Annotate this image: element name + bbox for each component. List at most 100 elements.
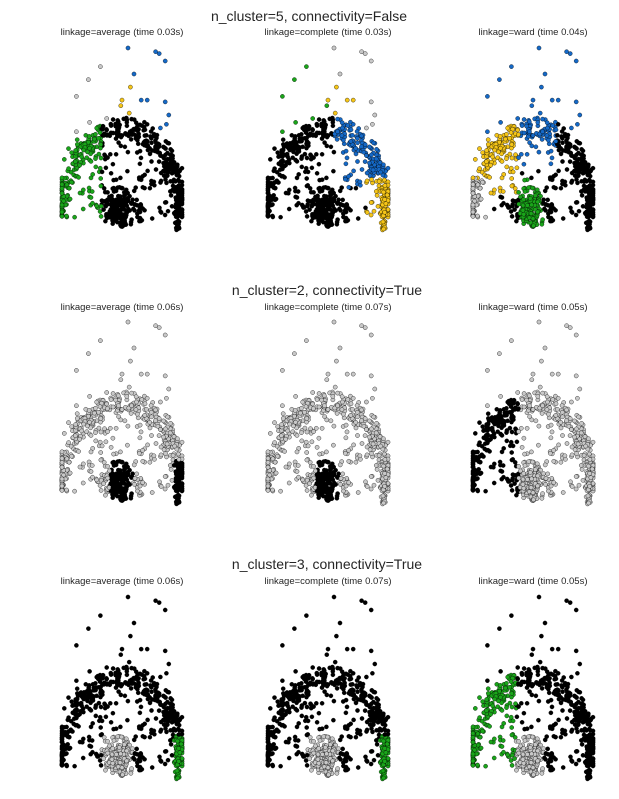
scatter-point-green (97, 130, 103, 135)
scatter-point-green (88, 195, 94, 200)
scatter-point-black (282, 175, 287, 180)
scatter-point-gray (335, 403, 340, 408)
scatter-point-yellow (504, 164, 510, 170)
scatter-point-black (175, 226, 180, 232)
scatter-point-black (124, 209, 129, 215)
scatter-point-green (293, 120, 298, 125)
scatter-point-black (162, 200, 168, 205)
scatter-point-gray (543, 482, 548, 487)
scatter-point-gray (293, 394, 298, 399)
scatter-point-blue (540, 116, 545, 122)
scatter-point-green (59, 175, 65, 181)
scatter-point-black (175, 463, 180, 469)
scatter-point-gray (325, 371, 331, 377)
scatter-point-black (133, 120, 139, 125)
scatter-point-black (579, 193, 585, 198)
scatter-point-black (140, 185, 146, 190)
scatter-point-yellow (368, 200, 374, 205)
scatter-point-gray (569, 452, 575, 458)
scatter-point-green (98, 183, 104, 189)
scatter-point-black (165, 140, 170, 146)
scatter-point-black (265, 209, 271, 215)
scatter-point-gray (140, 459, 146, 464)
scatter-point-gray (564, 407, 569, 413)
scatter-point-black (286, 206, 292, 212)
scatter-point-gray (572, 447, 578, 452)
scatter-point-blue (498, 120, 503, 125)
scatter-point-blue (339, 120, 345, 125)
scatter-point-black (140, 206, 145, 211)
scatter-point-gray (371, 482, 377, 488)
scatter-point-black (178, 192, 184, 198)
scatter-point-black (579, 147, 584, 152)
scatter-point-black (323, 470, 328, 475)
scatter-point-gray (521, 435, 527, 441)
scatter-point-black (477, 420, 482, 425)
scatter-point-black (560, 136, 565, 141)
scatter-point-green (522, 177, 527, 183)
scatter-point-gray (74, 129, 79, 134)
scatter-point-black (137, 209, 143, 215)
scatter-point-black (110, 471, 115, 476)
scatter-point-blue (529, 143, 535, 149)
scatter-point-black (562, 179, 568, 185)
scatter-point-black (119, 490, 125, 495)
scatter-point-gray (93, 430, 98, 435)
scatter-point-black (498, 419, 503, 425)
scatter-point-gray (98, 416, 104, 421)
scatter-point-blue (371, 140, 376, 146)
scatter-point-gray (340, 471, 345, 477)
scatter-point-yellow (514, 165, 520, 171)
scatter-point-green (292, 77, 297, 82)
scatter-point-yellow (509, 142, 515, 147)
scatter-point-yellow (484, 148, 489, 153)
scatter-point-gray (341, 411, 346, 417)
scatter-point-gray (111, 451, 116, 457)
scatter-point-gray (382, 457, 388, 462)
scatter-point-black (305, 169, 311, 175)
scatter-point-yellow (119, 97, 125, 103)
scatter-point-gray (331, 45, 337, 51)
scatter-point-black (304, 155, 310, 161)
scatter-point-gray (153, 407, 158, 413)
scatter-point-black (473, 431, 478, 436)
scatter-point-black (315, 208, 321, 213)
scatter-point-gray (367, 434, 372, 440)
scatter-point-gray (579, 463, 584, 468)
scatter-point-gray (533, 418, 539, 424)
scatter-point-black (283, 162, 288, 168)
scatter-point-blue (359, 144, 364, 149)
scatter-point-black (129, 116, 134, 122)
scatter-point-gray (348, 401, 354, 407)
scatter-point-gray (149, 414, 154, 420)
scatter-point-gray (527, 403, 532, 408)
scatter-point-gray (304, 416, 310, 421)
scatter-point-gray (568, 479, 573, 485)
scatter-point-gray (59, 476, 65, 482)
scatter-point-black (156, 142, 162, 147)
scatter-point-gray (179, 439, 185, 445)
row-1-panel-1-title: linkage=average (time 0.03s) (61, 27, 184, 38)
scatter-point-black (175, 189, 180, 195)
scatter-point-gray (299, 430, 304, 435)
scatter-point-gray (144, 407, 149, 412)
scatter-point-gray (116, 403, 121, 408)
scatter-point-gray (287, 421, 292, 427)
scatter-point-black (111, 177, 116, 183)
scatter-point-gray (69, 424, 74, 429)
scatter-point-gray (368, 373, 374, 379)
scatter-point-green (93, 156, 98, 161)
scatter-point-gray (338, 476, 344, 481)
scatter-point-gray (98, 338, 103, 343)
scatter-point-yellow (505, 125, 510, 131)
scatter-point-yellow (503, 136, 508, 142)
scatter-point-black (128, 496, 134, 501)
scatter-point-black (509, 214, 515, 219)
scatter-point-gray (335, 390, 340, 396)
scatter-point-gray (113, 426, 119, 431)
scatter-point-black (564, 144, 569, 149)
scatter-point-gray (129, 390, 134, 396)
scatter-point-black (168, 147, 173, 152)
scatter-point-gray (332, 384, 338, 390)
